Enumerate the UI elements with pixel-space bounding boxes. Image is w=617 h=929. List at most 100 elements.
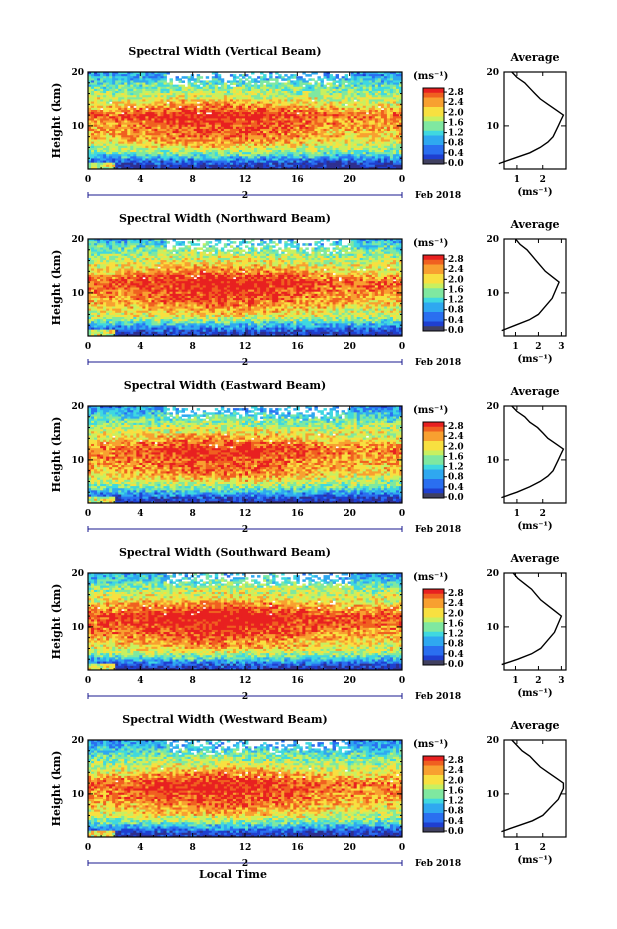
heatmap-cell — [347, 114, 352, 117]
heatmap-cell — [121, 152, 125, 155]
heatmap-cell — [235, 80, 240, 83]
heatmap-cell — [241, 166, 246, 169]
heatmap-cell — [392, 139, 397, 142]
heatmap-cell — [172, 141, 176, 145]
heatmap-cell — [190, 93, 195, 96]
heatmap-cell — [389, 82, 394, 86]
heatmap-cell — [139, 76, 143, 79]
heatmap-cell — [139, 145, 143, 149]
heatmap-cell — [380, 86, 385, 90]
heatmap-cell — [344, 147, 349, 151]
heatmap-cell — [278, 84, 282, 88]
heatmap-cell — [305, 105, 309, 109]
heatmap-cell — [263, 74, 267, 77]
heatmap-cell — [365, 103, 370, 107]
heatmap-cell — [263, 112, 267, 115]
heatmap-cell — [199, 128, 204, 132]
heatmap-cell — [371, 150, 376, 153]
heatmap-cell — [169, 133, 173, 136]
heatmap-cell — [193, 158, 198, 161]
heatmap-cell — [94, 74, 98, 77]
heatmap-cell — [202, 133, 207, 136]
heatmap-cell — [217, 120, 222, 124]
heatmap-cell — [160, 126, 164, 130]
heatmap-cell — [248, 137, 252, 140]
heatmap-cell — [106, 162, 110, 166]
heatmap-cell — [91, 241, 95, 244]
heatmap-cell — [383, 133, 388, 136]
heatmap-cell — [208, 245, 213, 248]
heatmap-cell — [142, 112, 146, 115]
heatmap-cell — [145, 80, 149, 83]
heatmap-cell — [88, 239, 92, 242]
heatmap-cell — [299, 93, 303, 96]
heatmap-cell — [308, 128, 312, 132]
heatmap-cell — [305, 166, 309, 169]
heatmap-cell — [106, 137, 110, 140]
heatmap-cell — [109, 141, 113, 145]
heatmap-cell — [199, 88, 204, 92]
heatmap-cell — [109, 150, 113, 153]
heatmap-cell — [136, 72, 140, 75]
heatmap-cell — [109, 120, 113, 124]
heatmap-cell — [199, 107, 204, 111]
heatmap-cell — [332, 131, 336, 134]
heatmap-cell — [169, 118, 173, 121]
heatmap-cell — [115, 139, 119, 142]
heatmap-cell — [157, 76, 161, 79]
heatmap-cell — [103, 103, 107, 107]
heatmap-cell — [272, 154, 276, 157]
heatmap-cell — [178, 112, 182, 115]
heatmap-cell — [359, 112, 364, 115]
heatmap-cell — [392, 145, 397, 149]
heatmap-cell — [263, 99, 267, 102]
heatmap-cell — [187, 131, 192, 134]
heatmap-cell — [241, 118, 246, 121]
heatmap-cell — [169, 131, 173, 134]
heatmap-cell — [350, 90, 355, 94]
heatmap-cell — [169, 128, 173, 132]
heatmap-cell — [163, 126, 167, 130]
heatmap-cell — [163, 80, 167, 83]
heatmap-cell — [220, 143, 225, 147]
heatmap-cell — [160, 99, 164, 102]
heatmap-cell — [299, 126, 303, 130]
heatmap-cell — [326, 99, 330, 102]
heatmap-cell — [205, 95, 210, 98]
heatmap-cell — [311, 126, 315, 130]
heatmap-cell — [317, 99, 321, 102]
heatmap-cell — [347, 112, 352, 115]
heatmap-cell — [308, 118, 312, 121]
heatmap-cell — [187, 122, 192, 126]
heatmap-cell — [127, 74, 131, 77]
heatmap-cell — [145, 84, 149, 88]
heatmap-cell — [248, 162, 252, 166]
heatmap-cell — [115, 95, 119, 98]
heatmap-cell — [193, 84, 198, 88]
heatmap-cell — [398, 95, 402, 98]
heatmap-cell — [241, 158, 246, 161]
heatmap-cell — [238, 141, 243, 145]
heatmap-cell — [238, 74, 243, 77]
heatmap-cell — [220, 112, 225, 115]
heatmap-cell — [359, 99, 364, 102]
y-tick-label: 10 — [71, 122, 84, 132]
heatmap-cell — [302, 131, 306, 134]
heatmap-cell — [190, 109, 195, 113]
heatmap-cell — [91, 93, 95, 96]
heatmap-cell — [326, 150, 330, 153]
heatmap-cell — [199, 124, 204, 128]
heatmap-cell — [121, 150, 125, 153]
heatmap-cell — [251, 122, 255, 126]
heatmap-cell — [205, 143, 210, 147]
heatmap-cell — [245, 164, 249, 168]
heatmap-cell — [338, 90, 343, 94]
heatmap-cell — [148, 245, 152, 248]
heatmap-cell — [314, 241, 318, 244]
heatmap-cell — [97, 120, 101, 124]
heatmap-cell — [118, 84, 122, 88]
heatmap-cell — [184, 133, 189, 136]
heatmap-cell — [163, 160, 167, 164]
heatmap-cell — [389, 160, 394, 164]
heatmap-cell — [329, 86, 333, 90]
